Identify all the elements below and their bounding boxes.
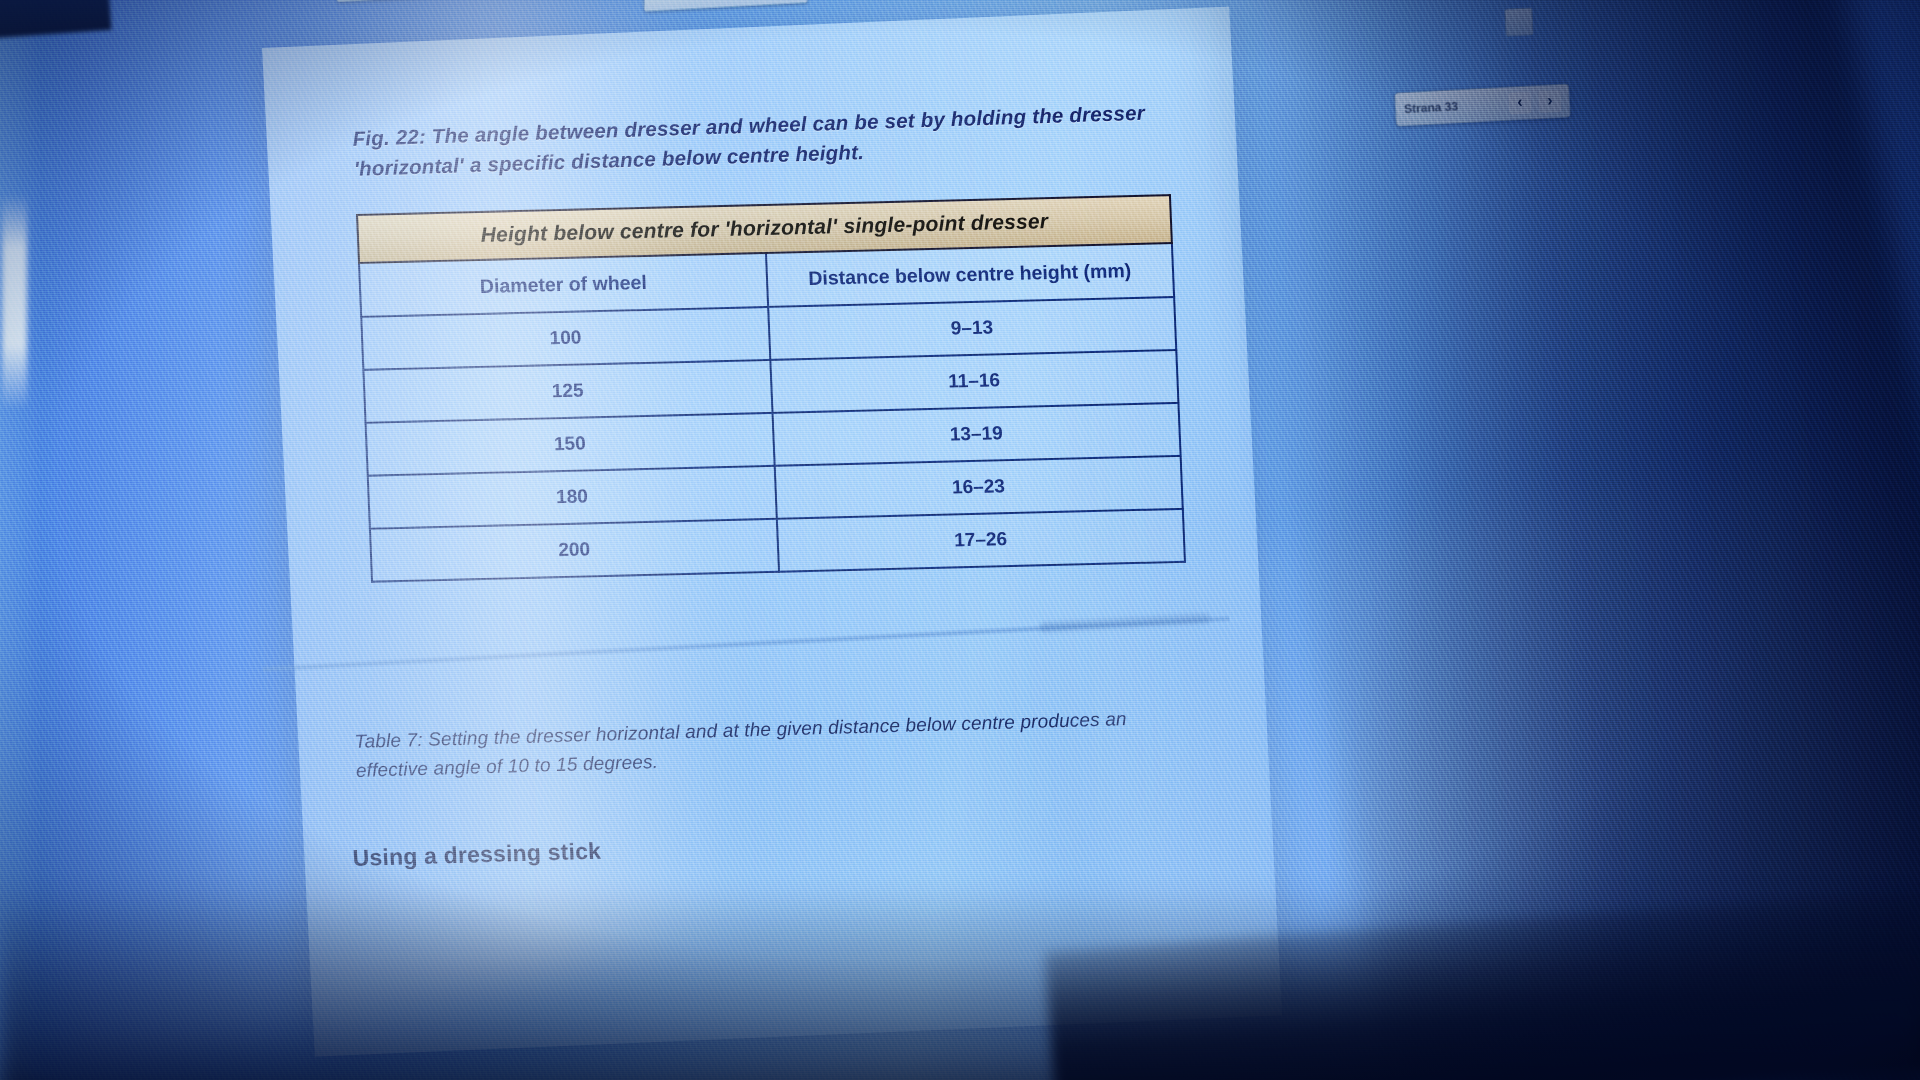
write-review-button[interactable]: Napísať recenziu [642, 0, 808, 12]
next-page-button[interactable]: › [1538, 89, 1562, 114]
column-header-diameter: Diameter of wheel [359, 253, 768, 317]
cell-diameter: 200 [369, 518, 779, 582]
add-to-library-button[interactable]: Pridať do mojej knižnice [335, 0, 627, 3]
column-header-distance: Distance below centre height (mm) [765, 243, 1175, 307]
data-table-container: Height below centre for 'horizontal' sin… [356, 194, 1186, 583]
page-indicator: Strana 33 [1403, 99, 1459, 117]
grid-menu-icon[interactable] [1504, 7, 1534, 37]
data-table: Height below centre for 'horizontal' sin… [356, 194, 1186, 583]
prev-page-button[interactable]: ‹ [1508, 91, 1532, 115]
cell-distance: 17–26 [776, 508, 1185, 572]
